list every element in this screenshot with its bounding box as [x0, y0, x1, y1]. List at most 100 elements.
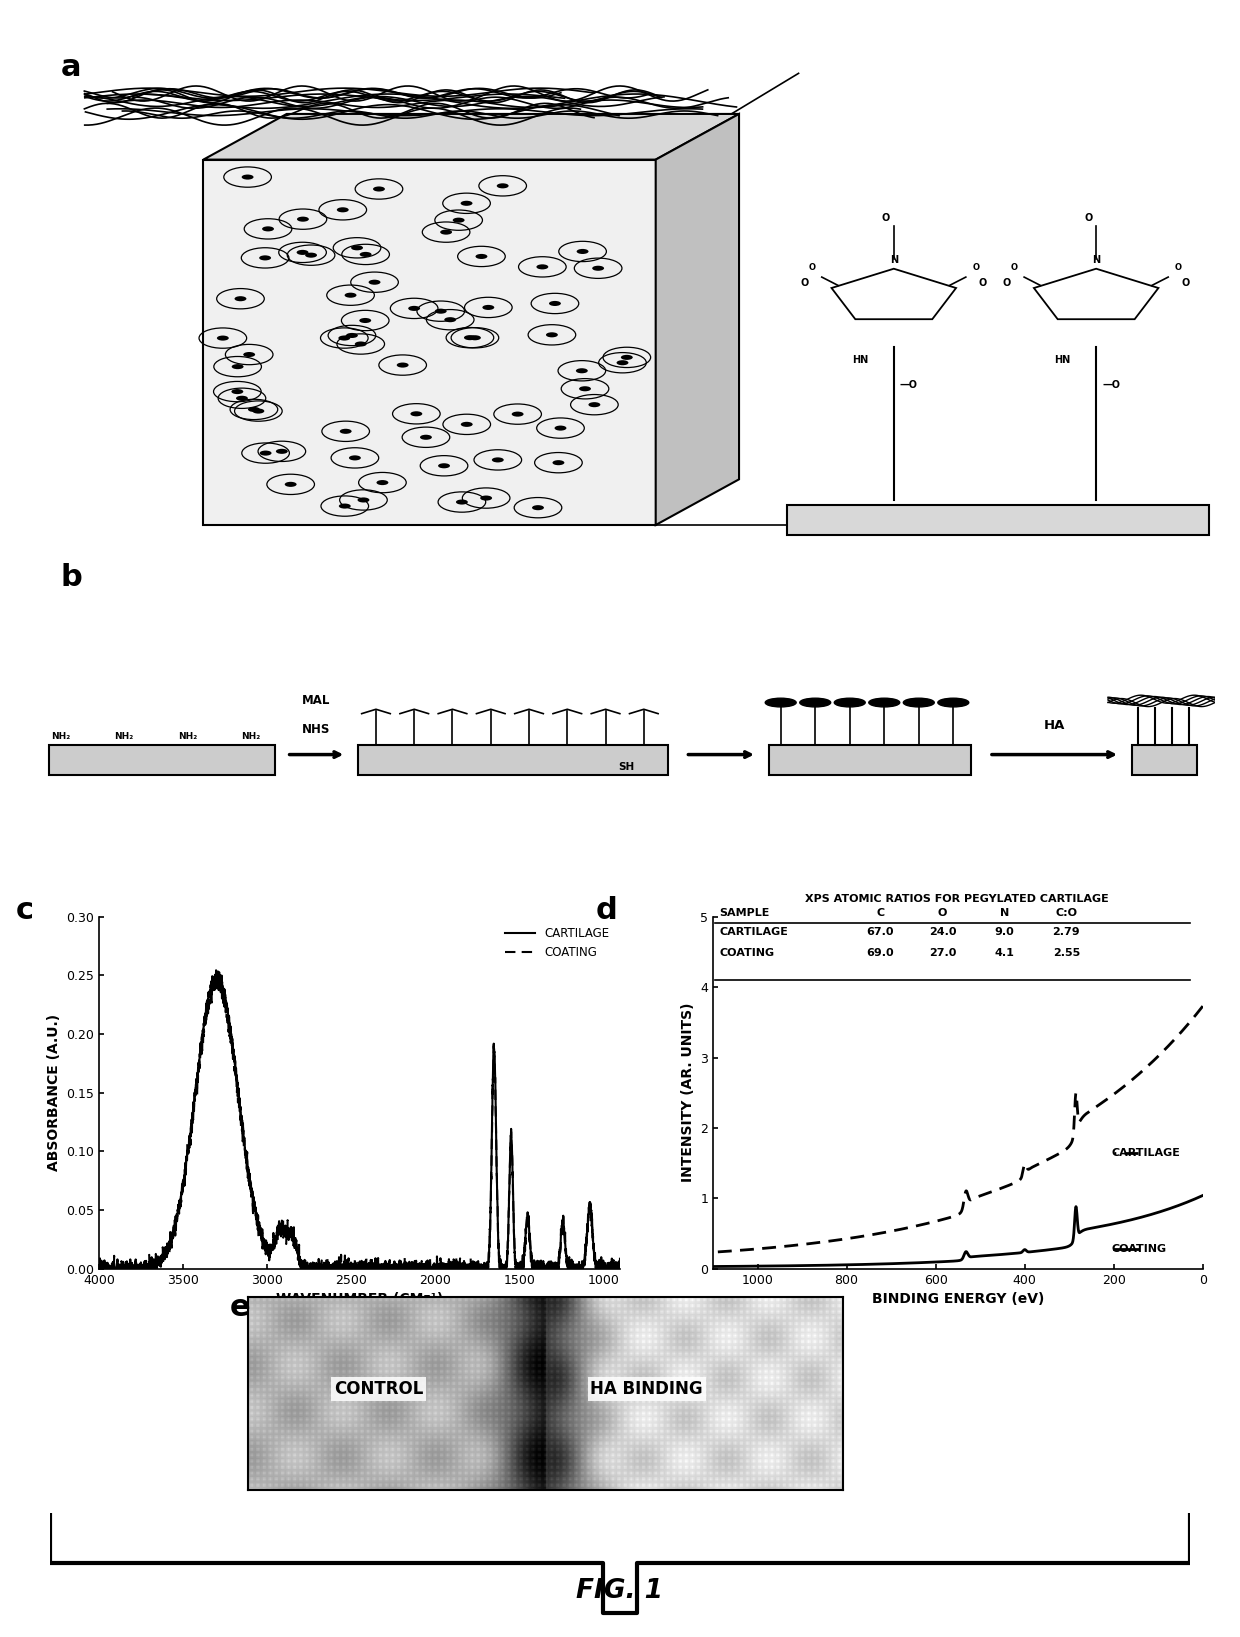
X-axis label: WAVENUMBER (CM⁻¹): WAVENUMBER (CM⁻¹) — [277, 1292, 443, 1306]
Text: CONTROL: CONTROL — [335, 1380, 424, 1398]
Text: NH₂: NH₂ — [177, 732, 197, 742]
Circle shape — [253, 409, 264, 414]
Circle shape — [497, 183, 508, 188]
Text: FIG. 1: FIG. 1 — [577, 1578, 663, 1604]
Circle shape — [453, 218, 465, 223]
Circle shape — [765, 699, 796, 707]
Circle shape — [368, 280, 381, 285]
Circle shape — [444, 318, 456, 322]
Circle shape — [589, 403, 600, 408]
Text: CARTILAGE: CARTILAGE — [1111, 1148, 1180, 1157]
Circle shape — [464, 336, 476, 340]
Text: c: c — [16, 895, 33, 925]
Circle shape — [285, 481, 296, 486]
Circle shape — [903, 699, 934, 707]
Circle shape — [593, 265, 604, 270]
Text: CARTILAGE: CARTILAGE — [719, 927, 789, 936]
Circle shape — [937, 699, 968, 707]
Circle shape — [440, 229, 453, 234]
Circle shape — [869, 699, 900, 707]
Text: 4.1: 4.1 — [994, 948, 1014, 959]
Text: O: O — [882, 213, 890, 223]
Text: HA: HA — [1044, 719, 1065, 732]
Circle shape — [577, 249, 589, 254]
Circle shape — [348, 455, 361, 460]
Circle shape — [579, 386, 591, 391]
Text: O: O — [1011, 262, 1018, 272]
Circle shape — [242, 175, 253, 180]
Circle shape — [435, 309, 446, 314]
Text: b: b — [61, 563, 82, 593]
Text: C: C — [877, 907, 884, 917]
Text: 69.0: 69.0 — [867, 948, 894, 959]
Y-axis label: ABSORBANCE (A.U.): ABSORBANCE (A.U.) — [47, 1015, 61, 1170]
Circle shape — [532, 506, 544, 511]
Polygon shape — [48, 745, 275, 774]
Circle shape — [262, 226, 274, 231]
Text: NH₂: NH₂ — [114, 732, 134, 742]
Circle shape — [492, 457, 503, 462]
Circle shape — [305, 252, 317, 257]
Circle shape — [234, 296, 247, 301]
Text: SH: SH — [618, 761, 634, 771]
Text: HA BINDING: HA BINDING — [590, 1380, 703, 1398]
Text: O: O — [972, 262, 980, 272]
Circle shape — [835, 699, 866, 707]
Circle shape — [420, 435, 432, 440]
Text: O: O — [1174, 262, 1182, 272]
Text: 2.79: 2.79 — [1053, 927, 1080, 936]
Circle shape — [339, 336, 350, 340]
Circle shape — [345, 293, 357, 298]
Circle shape — [232, 390, 243, 395]
Text: O: O — [937, 907, 947, 917]
Text: O: O — [1182, 278, 1189, 288]
Circle shape — [232, 363, 243, 370]
Circle shape — [553, 460, 564, 465]
Circle shape — [575, 368, 588, 373]
Circle shape — [469, 336, 481, 340]
Circle shape — [408, 306, 420, 311]
Text: 2.55: 2.55 — [1053, 948, 1080, 959]
Circle shape — [621, 355, 632, 360]
Circle shape — [460, 201, 472, 206]
Circle shape — [512, 411, 523, 417]
Polygon shape — [786, 504, 1209, 535]
Circle shape — [357, 498, 370, 503]
Circle shape — [546, 332, 558, 337]
Text: —O: —O — [900, 380, 918, 390]
Circle shape — [248, 408, 260, 413]
Circle shape — [360, 318, 371, 322]
Circle shape — [243, 352, 255, 357]
Circle shape — [438, 463, 450, 468]
Text: NHS: NHS — [303, 724, 331, 735]
Text: COATING: COATING — [719, 948, 774, 959]
Text: N: N — [999, 907, 1009, 917]
Text: N: N — [890, 254, 898, 265]
Circle shape — [236, 396, 248, 401]
Text: NH₂: NH₂ — [242, 732, 260, 742]
Text: O: O — [1003, 278, 1011, 288]
Text: N: N — [1092, 254, 1100, 265]
Text: e: e — [229, 1293, 250, 1323]
Text: 27.0: 27.0 — [929, 948, 956, 959]
Circle shape — [480, 496, 492, 501]
Text: O: O — [1084, 213, 1092, 223]
Circle shape — [461, 422, 472, 427]
Legend: CARTILAGE, COATING: CARTILAGE, COATING — [501, 923, 614, 964]
Text: COATING: COATING — [1111, 1244, 1167, 1254]
Text: a: a — [61, 52, 81, 82]
Text: d: d — [595, 895, 618, 925]
Text: 9.0: 9.0 — [994, 927, 1014, 936]
Text: —O: —O — [1102, 380, 1120, 390]
Text: O: O — [801, 278, 808, 288]
Text: XPS ATOMIC RATIOS FOR PEGYLATED CARTILAGE: XPS ATOMIC RATIOS FOR PEGYLATED CARTILAG… — [806, 894, 1109, 904]
Circle shape — [351, 246, 363, 250]
Circle shape — [377, 480, 388, 485]
Circle shape — [616, 360, 629, 365]
Circle shape — [554, 426, 567, 431]
Circle shape — [360, 252, 372, 257]
Text: SAMPLE: SAMPLE — [719, 907, 770, 917]
Text: HN: HN — [852, 355, 868, 365]
Polygon shape — [1132, 745, 1198, 774]
Circle shape — [475, 254, 487, 259]
